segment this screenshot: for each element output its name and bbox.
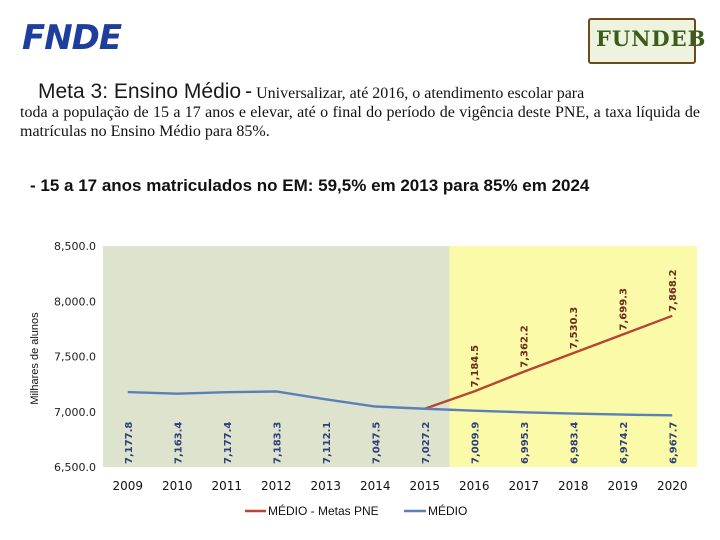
x-tick-label: 2020 [657,479,688,493]
x-tick-label: 2010 [162,479,193,493]
fundeb-logo-text: FUNDEB [596,26,707,51]
data-label-medio: 6,983.4 [569,422,580,464]
data-label-medio: 6,995.3 [520,422,531,464]
series-line-metas-pne [424,314,673,410]
fnde-logo: FNDE [22,18,122,58]
y-tick-label: 8,000.0 [54,295,96,308]
x-tick-label: 2017 [508,479,539,493]
background-region-projection [449,246,697,467]
goal-heading: Meta 3: Ensino Médio - Universalizar, at… [20,80,700,141]
data-label-medio: 7,112.1 [322,422,333,464]
data-label-medio: 6,974.2 [619,422,630,464]
y-tick-label: 6,500.0 [54,461,96,474]
background-region-history [103,246,450,467]
legend-label-medio: MÉDIO [428,503,467,518]
x-tick-label: 2018 [558,479,589,493]
data-label-medio: 7,009.9 [470,422,481,464]
data-label-metas-pne: 7,868.2 [668,269,679,311]
x-tick-label: 2015 [409,479,440,493]
chart-subheading: - 15 a 17 anos matriculados no EM: 59,5%… [30,176,590,195]
data-label-metas-pne: 7,362.2 [520,325,531,367]
data-label-metas-pne: 7,184.5 [470,345,481,387]
x-tick-label: 2014 [360,479,391,493]
goal-description-line1: Universalizar, até 2016, o atendimento e… [256,85,585,102]
x-tick-label: 2013 [310,479,341,493]
goal-title: Meta 3: Ensino Médio [38,80,242,103]
data-label-medio: 7,177.4 [223,422,234,464]
data-label-metas-pne: 7,699.3 [619,288,630,330]
y-tick-label: 7,000.0 [54,406,96,419]
data-label-medio: 6,967.7 [668,422,679,464]
x-tick-label: 2011 [211,479,242,493]
data-label-medio: 7,163.4 [173,422,184,464]
x-tick-label: 2009 [112,479,143,493]
x-tick-label: 2019 [607,479,638,493]
x-tick-label: 2016 [459,479,490,493]
data-label-medio: 7,183.3 [272,422,283,464]
data-label-metas-pne: 7,530.3 [569,307,580,349]
data-label-medio: 7,027.2 [421,422,432,464]
series-line-medio [127,390,673,417]
goal-separator: - [245,80,253,103]
y-axis-label: Milhares de alunos [29,312,41,405]
goal-description-rest: toda a população de 15 a 17 anos e eleva… [20,104,700,140]
y-tick-label: 8,500.0 [54,240,96,253]
data-label-medio: 7,047.5 [371,422,382,464]
data-label-medio: 7,177.8 [124,422,135,464]
y-tick-label: 7,500.0 [54,351,96,364]
legend-label-metas-pne: MÉDIO - Metas PNE [268,503,379,518]
fundeb-logo: FUNDEB [588,18,705,64]
x-tick-label: 2012 [261,479,292,493]
